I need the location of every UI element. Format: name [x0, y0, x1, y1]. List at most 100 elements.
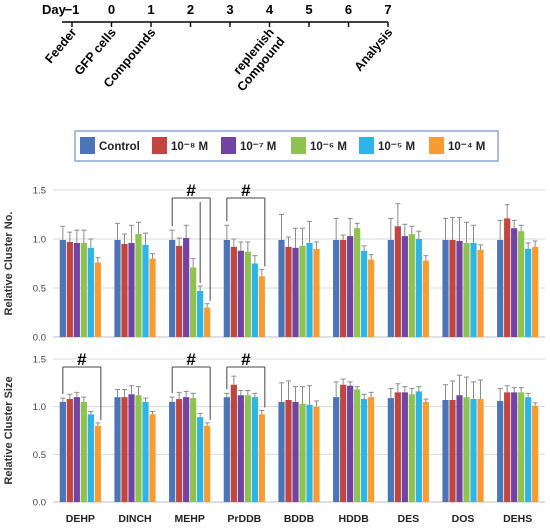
bar [142, 401, 149, 502]
bar [114, 239, 121, 337]
timeline-event: Feeder [42, 25, 79, 66]
bar [244, 395, 251, 502]
chart-panel: 0.0 0.5 1.0 1.5 Relative Cluster Size DEHP DIN… [3, 350, 545, 525]
bar [299, 403, 306, 502]
significance-mark: # [77, 350, 87, 369]
bar [422, 401, 429, 502]
bar [401, 236, 408, 337]
bar [361, 399, 368, 502]
bar [292, 401, 299, 502]
bar [94, 262, 101, 337]
timeline-event-label: Analysis [352, 25, 396, 73]
bar [504, 218, 511, 337]
bar [87, 247, 94, 337]
timeline-day: 5 [305, 2, 312, 17]
y-tick-label: 0.5 [33, 284, 46, 295]
bar [258, 414, 265, 502]
bar [244, 251, 251, 337]
significance-mark: # [241, 181, 251, 200]
bar [340, 384, 347, 502]
bar [422, 260, 429, 337]
significance-mark: # [186, 350, 196, 369]
bar [230, 246, 237, 337]
bar [278, 401, 285, 502]
bar [525, 397, 532, 502]
bar [415, 391, 422, 502]
y-tick-label: 0.0 [33, 333, 46, 344]
bar [401, 392, 408, 502]
bar [408, 394, 415, 502]
legend-label: 10⁻⁸ M [171, 141, 208, 153]
bar [204, 307, 211, 337]
y-tick-label: 1.5 [33, 186, 46, 197]
timeline-day: 2 [187, 2, 194, 17]
legend-box [74, 130, 499, 162]
timeline-day: 6 [345, 2, 352, 17]
bar [59, 401, 66, 502]
legend-swatch [80, 137, 95, 154]
significance-mark: # [241, 350, 251, 369]
bar [525, 248, 532, 337]
bar [285, 246, 292, 337]
y-tick-label: 0.5 [33, 450, 46, 461]
timeline-day: 1 [147, 2, 154, 17]
category-label: BDDB [284, 513, 315, 525]
legend-swatch [152, 137, 167, 154]
bar [169, 239, 176, 337]
bar [394, 392, 401, 502]
legend-swatch [291, 137, 306, 154]
y-axis-label: Relative Cluster Size [3, 376, 15, 484]
bar [80, 401, 87, 502]
bar [368, 397, 375, 502]
y-tick-label: 1.0 [33, 235, 46, 246]
bar [306, 242, 313, 337]
timeline-day: −1 [65, 2, 80, 17]
legend-label: 10⁻⁴ M [448, 141, 485, 153]
legend-label: Control [99, 141, 140, 153]
bar [197, 290, 204, 337]
bar [306, 404, 313, 502]
significance-mark: # [186, 181, 196, 200]
bar [532, 246, 539, 337]
category-label: DES [398, 513, 420, 525]
bar [463, 242, 470, 337]
bar [128, 394, 135, 502]
bar [408, 234, 415, 337]
bar [456, 240, 463, 337]
bar [183, 238, 190, 337]
category-label: HDDB [338, 513, 369, 525]
bar [190, 398, 197, 502]
legend-label: 10⁻⁶ M [310, 141, 347, 153]
bar [497, 239, 504, 337]
bar [176, 245, 183, 337]
timeline-day: 7 [384, 2, 391, 17]
category-label: PrDDB [227, 513, 261, 525]
bar [368, 259, 375, 337]
category-label: DEHS [503, 513, 532, 525]
bar [66, 241, 73, 337]
bar [442, 399, 449, 502]
bar [387, 239, 394, 337]
bar [347, 385, 354, 502]
legend-label: 10⁻⁵ M [378, 141, 415, 153]
timeline-event-label: Feeder [42, 25, 79, 66]
bar [237, 250, 244, 337]
bar [121, 243, 128, 337]
timeline-event: Analysis [352, 25, 396, 73]
legend: Control 10⁻⁸ M 10⁻⁷ M 10⁻⁶ M 10⁻⁵ M 10⁻⁴ M [74, 130, 499, 162]
bar [354, 228, 361, 337]
bar [135, 395, 142, 502]
bar [135, 234, 142, 337]
timeline-day: 4 [266, 2, 274, 17]
y-tick-label: 1.5 [33, 355, 46, 366]
bar [251, 263, 258, 337]
timeline-day: 3 [226, 2, 233, 17]
bar [497, 400, 504, 502]
bar [511, 392, 518, 502]
bar [251, 397, 258, 502]
bar [285, 399, 292, 502]
bar [449, 239, 456, 337]
bar [340, 239, 347, 337]
